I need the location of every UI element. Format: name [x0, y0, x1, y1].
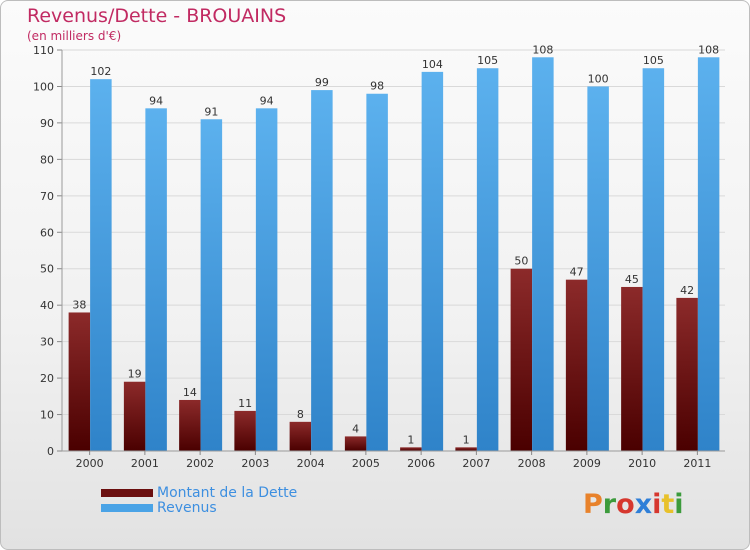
data-label: 1 [463, 433, 470, 446]
bar-revenus [366, 93, 388, 451]
proxiti-logo[interactable]: Proxiti [583, 489, 684, 520]
data-label: 11 [238, 397, 252, 410]
y-tick-label: 10 [40, 409, 54, 422]
bar-revenus [421, 71, 444, 451]
data-label: 94 [149, 94, 163, 107]
bar-dette [123, 381, 146, 451]
data-label: 105 [477, 54, 498, 67]
y-tick-label: 60 [40, 226, 54, 239]
x-tick-label: 2002 [186, 457, 214, 470]
x-tick-label: 2001 [131, 457, 159, 470]
bar-revenus [200, 119, 223, 451]
y-tick-label: 40 [40, 299, 54, 312]
bar-dette [289, 421, 312, 451]
logo-letter: P [583, 489, 603, 520]
x-axis: 2000 2001 2002 2003 2004 2005 2006 2007 2008 2009… [62, 450, 725, 470]
data-label: 100 [588, 72, 609, 85]
data-label: 4 [352, 422, 359, 435]
bar-dette [68, 312, 91, 451]
data-label: 47 [570, 266, 584, 279]
y-tick-label: 70 [40, 190, 54, 203]
bar-dette [344, 436, 367, 451]
data-label: 8 [297, 408, 304, 421]
legend-swatch-revenus [101, 504, 153, 512]
data-label: 104 [422, 58, 443, 71]
data-label: 50 [514, 255, 528, 268]
x-tick-label: 2011 [683, 457, 711, 470]
bar-revenus [532, 57, 554, 452]
bar-dette [234, 410, 256, 451]
x-tick-label: 2000 [76, 457, 104, 470]
data-label: 45 [625, 273, 639, 286]
y-tick-label: 110 [33, 44, 54, 57]
bar-revenus [90, 79, 112, 451]
y-tick-label: 50 [40, 263, 54, 276]
y-tick-label: 80 [40, 153, 54, 166]
y-tick-label: 90 [40, 117, 54, 130]
logo-letter: i [674, 489, 684, 520]
data-label: 108 [698, 43, 719, 56]
bar-revenus [145, 108, 167, 451]
gridlines [62, 49, 725, 416]
data-label: 1 [407, 433, 414, 446]
data-label: 94 [260, 94, 274, 107]
data-label: 105 [643, 54, 664, 67]
data-label: 102 [90, 65, 111, 78]
x-tick-label: 2009 [573, 457, 601, 470]
data-label: 108 [532, 43, 553, 56]
chart-title: Revenus/Dette - BROUAINS [27, 5, 287, 27]
bar-dette [565, 279, 588, 451]
logo-letter: t [661, 489, 675, 520]
y-tick-label: 100 [33, 80, 54, 93]
data-label: 14 [183, 386, 197, 399]
y-tick-label: 0 [47, 445, 54, 458]
data-label: 91 [204, 105, 218, 118]
data-label: 98 [370, 80, 384, 93]
bar-revenus [476, 68, 499, 452]
y-tick-label: 20 [40, 372, 54, 385]
data-label: 38 [72, 298, 86, 311]
legend-label-revenus: Revenus [157, 500, 217, 516]
bar-dette [179, 399, 201, 451]
x-tick-label: 2006 [407, 457, 435, 470]
bar-dette [400, 447, 422, 451]
bar-dette [676, 297, 698, 451]
bar-dette [455, 447, 477, 451]
x-tick-label: 2005 [352, 457, 380, 470]
x-tick-label: 2010 [628, 457, 656, 470]
bar-revenus [697, 57, 720, 452]
bar-dette [621, 286, 643, 451]
logo-letter: x [634, 489, 653, 520]
y-tick-label: 30 [40, 336, 54, 349]
legend-swatch-dette [101, 489, 153, 497]
bar-revenus [311, 90, 333, 451]
data-label: 42 [680, 284, 694, 297]
bar-dette [510, 268, 533, 451]
logo-letter: r [602, 489, 617, 520]
logo-letter: o [616, 489, 635, 520]
bars: 38 102 19 94 14 91 11 94 8 99 4 98 1 104 1 105 50 108 47 10… [68, 43, 720, 452]
legend-label-dette: Montant de la Dette [157, 485, 298, 501]
x-tick-label: 2004 [297, 457, 325, 470]
bar-revenus [255, 108, 278, 451]
y-axis: 0 10 20 30 40 50 60 70 80 90 100 110 [33, 44, 63, 458]
data-label: 99 [315, 76, 329, 89]
logo-letter: i [652, 489, 662, 520]
x-tick-label: 2007 [462, 457, 490, 470]
chart-subtitle: (en milliers d'€) [27, 29, 122, 43]
data-label: 19 [128, 368, 142, 381]
x-tick-label: 2003 [241, 457, 269, 470]
bar-revenus [587, 86, 609, 452]
x-tick-label: 2008 [518, 457, 546, 470]
bar-revenus [642, 68, 665, 452]
